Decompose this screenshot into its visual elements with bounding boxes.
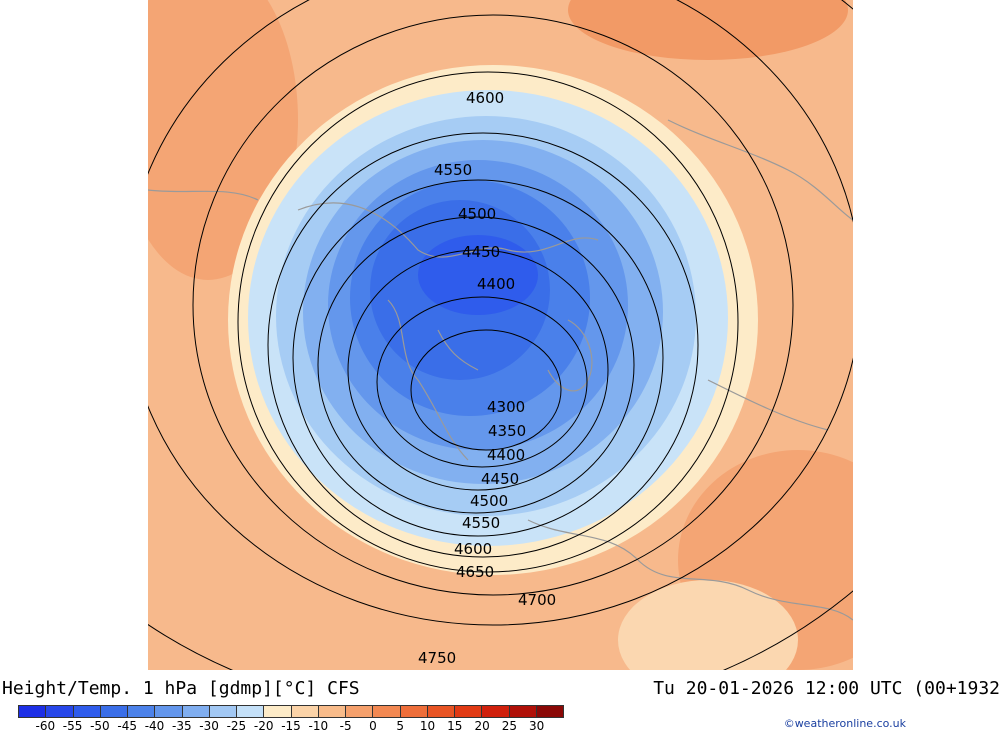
- legend-swatch: [373, 706, 401, 717]
- contour-4350: [376, 296, 588, 468]
- contour-label: 4650: [456, 563, 494, 581]
- contour-label: 4450: [462, 243, 500, 261]
- legend-swatch: [128, 706, 156, 717]
- legend-tick-labels: -60 -55 -50 -45 -40 -35 -30 -25 -20 -15 -10 -5 0 5 10 1…: [18, 719, 564, 733]
- legend-tick-label: 20: [474, 719, 490, 733]
- legend-swatch: [536, 706, 563, 717]
- contour-4550: [267, 132, 699, 558]
- legend-swatch: [509, 706, 537, 717]
- legend-tick-label: -10: [308, 719, 329, 733]
- valid-time: Tu 20-01-2026 12:00 UTC (00+1932: [653, 678, 1000, 699]
- legend-tick-label: -60: [35, 719, 56, 733]
- legend-tick-label: -45: [117, 719, 137, 733]
- legend-tick-label: -5: [339, 719, 352, 733]
- legend-swatch: [400, 706, 428, 717]
- contour-label: 4300: [487, 398, 525, 416]
- legend-tick-label: -20: [253, 719, 274, 733]
- contour-label: 4600: [454, 540, 492, 558]
- legend-swatch: [46, 706, 74, 717]
- contour-4400: [347, 249, 609, 491]
- legend-swatch: [73, 706, 101, 717]
- contour-label: 4550: [434, 161, 472, 179]
- legend-swatch: [19, 706, 47, 717]
- legend-tick-label: -35: [171, 719, 192, 733]
- legend-tick-label: -50: [90, 719, 110, 733]
- legend-swatch: [427, 706, 455, 717]
- legend-tick-label: 30: [529, 719, 545, 733]
- weather-map: 4600 4550 4500 4450 4400 4300 4350 4400 …: [148, 0, 853, 670]
- contour-label: 4400: [477, 275, 515, 293]
- map-canvas: 4600 4550 4500 4450 4400 4300 4350 4400 …: [148, 0, 853, 670]
- legend-swatch: [100, 706, 128, 717]
- contour-label: 4600: [466, 89, 504, 107]
- color-legend: [18, 705, 564, 718]
- legend-swatch: [455, 706, 483, 717]
- legend-tick-label: -25: [226, 719, 247, 733]
- contour-4650: [192, 14, 794, 596]
- contour-label: 4750: [418, 649, 456, 667]
- contour-label: 4350: [488, 422, 526, 440]
- product-title: Height/Temp. 1 hPa [gdmp][°C] CFS: [2, 678, 360, 699]
- contour-label: 4500: [458, 205, 496, 223]
- legend-swatch: [291, 706, 319, 717]
- legend-tick-label: 5: [396, 719, 405, 733]
- contour-label: 4450: [481, 470, 519, 488]
- legend-tick-label: 10: [419, 719, 436, 733]
- height-contours: [148, 0, 853, 670]
- coastlines: [148, 119, 853, 621]
- legend-swatch: [237, 706, 265, 717]
- legend-tick-label: 0: [369, 719, 377, 733]
- temperature-field-warmer: [568, 0, 848, 60]
- temperature-field-coldest: [418, 235, 538, 315]
- contour-labels: 4600 4550 4500 4450 4400 4300 4350 4400 …: [418, 89, 556, 667]
- credit-link[interactable]: ©weatheronline.co.uk: [783, 717, 906, 730]
- legend-tick-label: -40: [144, 719, 165, 733]
- legend-tick-label: 15: [447, 719, 463, 733]
- contour-label: 4550: [462, 514, 500, 532]
- title-line: Height/Temp. 1 hPa [gdmp][°C] CFS Tu 20-…: [0, 678, 1000, 702]
- contour-4450: [317, 216, 635, 514]
- contour-4500: [292, 179, 664, 537]
- legend-swatch: [482, 706, 510, 717]
- legend-swatch: [264, 706, 292, 717]
- legend-swatch: [182, 706, 210, 717]
- contour-4700: [148, 0, 853, 626]
- temperature-field-pale-patch: [618, 580, 798, 670]
- legend-tick-label: -15: [281, 719, 301, 733]
- legend-swatch: [318, 706, 346, 717]
- legend-swatch: [346, 706, 374, 717]
- contour-label: 4400: [487, 446, 525, 464]
- legend-tick-label: -30: [199, 719, 219, 733]
- contour-4600: [237, 71, 739, 573]
- legend-tick-label: 25: [501, 719, 518, 733]
- contour-4300: [410, 329, 562, 451]
- legend-swatch: [155, 706, 183, 717]
- legend-tick-label: -55: [62, 719, 83, 733]
- legend-swatch: [209, 706, 237, 717]
- contour-label: 4500: [470, 492, 508, 510]
- contour-label: 4700: [518, 591, 556, 609]
